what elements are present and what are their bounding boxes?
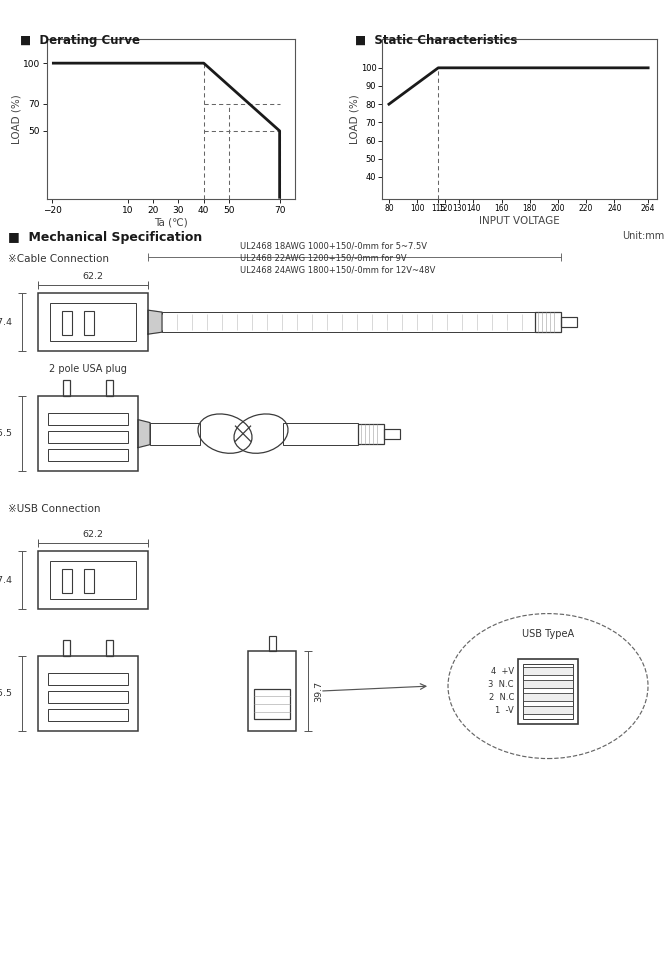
Bar [50, 561, 136, 599]
Text: ※Cable Connection: ※Cable Connection [8, 254, 109, 265]
Bar [48, 673, 128, 685]
Text: Unit:mm: Unit:mm [622, 232, 664, 241]
Bar [84, 569, 94, 593]
Text: 62.2: 62.2 [82, 272, 103, 281]
Bar [523, 693, 573, 701]
Bar [48, 449, 128, 461]
Bar [62, 569, 72, 593]
Bar [84, 311, 94, 335]
Bar [38, 656, 138, 731]
Text: UL2468 24AWG 1800+150/-0mm for 12V~48V: UL2468 24AWG 1800+150/-0mm for 12V~48V [240, 266, 436, 274]
Bar [283, 422, 358, 445]
Bar [518, 659, 578, 724]
Bar [38, 396, 138, 471]
Text: UL2468 22AWG 1200+150/-0mm for 9V: UL2468 22AWG 1200+150/-0mm for 9V [240, 253, 407, 263]
Bar [38, 551, 148, 610]
Bar [63, 641, 70, 656]
Y-axis label: LOAD (%): LOAD (%) [349, 94, 359, 143]
Text: ■  Mechanical Specification: ■ Mechanical Specification [8, 232, 202, 244]
Text: 27.4: 27.4 [0, 576, 12, 584]
Polygon shape [138, 420, 150, 448]
Bar [535, 312, 561, 332]
Bar [38, 294, 148, 351]
Text: USB TypeA: USB TypeA [522, 629, 574, 640]
Bar [254, 689, 290, 719]
Text: 4  +V: 4 +V [491, 667, 514, 675]
Y-axis label: LOAD (%): LOAD (%) [11, 94, 21, 143]
Text: 1  -V: 1 -V [495, 705, 514, 714]
Text: 3  N.C: 3 N.C [488, 679, 514, 689]
Bar [106, 380, 113, 396]
Text: 2 pole USA plug: 2 pole USA plug [49, 364, 127, 374]
Bar [48, 709, 128, 721]
Text: UL2468 18AWG 1000+150/-0mm for 5~7.5V: UL2468 18AWG 1000+150/-0mm for 5~7.5V [240, 241, 427, 250]
Text: ■  Static Characteristics: ■ Static Characteristics [355, 34, 517, 47]
Bar [248, 651, 296, 731]
Bar [523, 706, 573, 714]
Text: 39.7: 39.7 [314, 680, 323, 702]
Text: 2  N.C: 2 N.C [488, 693, 514, 702]
Bar [48, 691, 128, 703]
Text: 27.4: 27.4 [0, 318, 12, 327]
X-axis label: Ta (℃): Ta (℃) [154, 217, 188, 228]
X-axis label: INPUT VOLTAGE: INPUT VOLTAGE [479, 216, 559, 226]
Bar [62, 311, 72, 335]
Text: ■  Derating Curve: ■ Derating Curve [20, 34, 140, 47]
Text: 45.5: 45.5 [0, 429, 12, 438]
Bar [106, 641, 113, 656]
Bar [48, 413, 128, 425]
Bar [150, 422, 200, 445]
Text: ※USB Connection: ※USB Connection [8, 504, 100, 515]
Bar [523, 664, 573, 719]
Bar [523, 680, 573, 688]
Bar [384, 428, 400, 439]
Bar [269, 636, 276, 651]
Text: 45.5: 45.5 [0, 689, 12, 698]
Text: 62.2: 62.2 [82, 530, 103, 539]
Bar [523, 667, 573, 675]
Bar [358, 423, 384, 444]
Polygon shape [148, 310, 162, 334]
Bar [50, 303, 136, 341]
Bar [48, 431, 128, 443]
Bar [63, 380, 70, 396]
Bar [162, 312, 535, 332]
Bar [561, 317, 577, 328]
